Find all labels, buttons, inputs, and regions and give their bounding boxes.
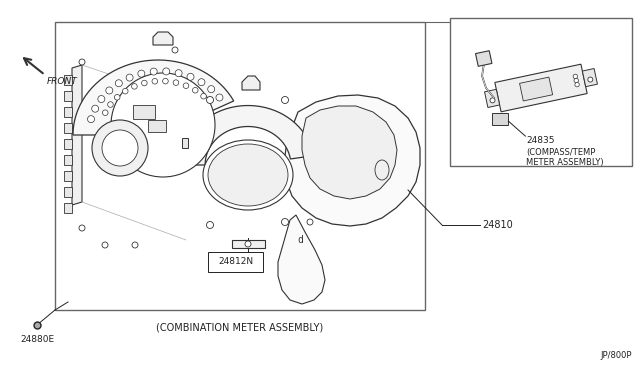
Text: d: d (297, 235, 303, 245)
Text: 24812N: 24812N (218, 257, 253, 266)
Circle shape (201, 93, 206, 99)
Polygon shape (64, 107, 72, 117)
Ellipse shape (208, 144, 288, 206)
Circle shape (175, 70, 182, 77)
Circle shape (106, 87, 113, 94)
Text: FRONT: FRONT (47, 77, 77, 86)
Polygon shape (182, 138, 188, 148)
Circle shape (208, 86, 214, 93)
Circle shape (173, 80, 179, 86)
Circle shape (108, 102, 113, 108)
Circle shape (79, 59, 85, 65)
Polygon shape (182, 106, 314, 165)
Polygon shape (73, 60, 234, 135)
Circle shape (198, 79, 205, 86)
Circle shape (152, 78, 157, 84)
Text: 24880E: 24880E (20, 335, 54, 344)
Polygon shape (495, 64, 587, 112)
Circle shape (102, 110, 108, 116)
Circle shape (111, 73, 215, 177)
Circle shape (573, 74, 577, 78)
Polygon shape (284, 95, 420, 226)
Circle shape (282, 96, 289, 103)
Polygon shape (232, 240, 265, 248)
Polygon shape (72, 65, 82, 205)
Circle shape (98, 96, 105, 103)
Polygon shape (64, 155, 72, 165)
Polygon shape (242, 76, 260, 90)
Circle shape (588, 77, 593, 82)
Circle shape (187, 73, 194, 80)
Polygon shape (64, 75, 72, 85)
Circle shape (115, 80, 122, 87)
Circle shape (193, 87, 198, 93)
Bar (55, 22, 425, 310)
Circle shape (141, 80, 147, 86)
Polygon shape (64, 171, 72, 181)
Polygon shape (484, 89, 500, 108)
Circle shape (307, 219, 313, 225)
Circle shape (115, 94, 120, 100)
Circle shape (102, 242, 108, 248)
Circle shape (574, 78, 579, 83)
Polygon shape (302, 106, 397, 199)
Bar (148, 120, 166, 132)
Polygon shape (64, 123, 72, 133)
Circle shape (138, 70, 145, 77)
Circle shape (102, 130, 138, 166)
Bar (492, 113, 508, 125)
Polygon shape (64, 139, 72, 149)
Circle shape (132, 242, 138, 248)
Circle shape (183, 83, 189, 89)
Circle shape (88, 116, 95, 123)
Polygon shape (520, 77, 553, 101)
Circle shape (92, 120, 148, 176)
Circle shape (92, 105, 99, 112)
Circle shape (282, 218, 289, 225)
Circle shape (132, 84, 137, 89)
Bar (133, 105, 155, 119)
Text: 24835: 24835 (526, 136, 555, 145)
Circle shape (207, 221, 214, 228)
Circle shape (172, 47, 178, 53)
Polygon shape (64, 187, 72, 197)
Circle shape (150, 68, 157, 75)
Text: 24810: 24810 (482, 220, 513, 230)
Polygon shape (476, 51, 492, 66)
Circle shape (79, 225, 85, 231)
Circle shape (575, 83, 579, 87)
Ellipse shape (203, 140, 293, 210)
Circle shape (122, 89, 128, 94)
Circle shape (163, 68, 170, 75)
Polygon shape (64, 91, 72, 101)
Polygon shape (64, 203, 72, 213)
Circle shape (163, 78, 168, 84)
Circle shape (207, 96, 214, 103)
Text: (COMPASS/TEMP: (COMPASS/TEMP (526, 148, 596, 157)
Polygon shape (582, 68, 597, 87)
Circle shape (216, 94, 223, 101)
Text: METER ASSEMBLY): METER ASSEMBLY) (526, 158, 604, 167)
Polygon shape (153, 32, 173, 45)
Text: (COMBINATION METER ASSEMBLY): (COMBINATION METER ASSEMBLY) (156, 322, 324, 332)
Circle shape (490, 98, 495, 103)
Polygon shape (278, 215, 325, 304)
Bar (450, 18, 632, 166)
Circle shape (126, 74, 133, 81)
Bar (208, 252, 263, 272)
Circle shape (245, 241, 251, 247)
Text: JP/800P: JP/800P (600, 351, 632, 360)
